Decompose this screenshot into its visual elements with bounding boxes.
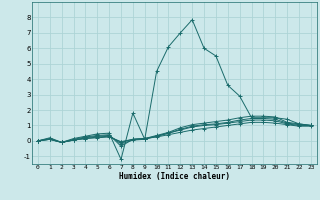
X-axis label: Humidex (Indice chaleur): Humidex (Indice chaleur)	[119, 172, 230, 181]
